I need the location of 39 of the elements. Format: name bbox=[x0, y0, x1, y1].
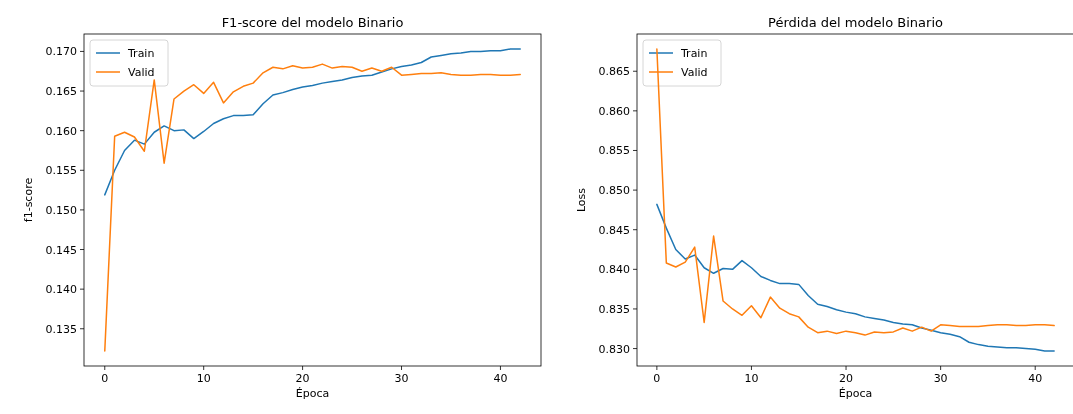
y-tick-label: 0.155 bbox=[45, 164, 77, 178]
y-tick-label: 0.830 bbox=[598, 342, 630, 356]
line-series bbox=[656, 203, 1055, 352]
legend-label: Train bbox=[127, 47, 155, 60]
x-axis-title: Época bbox=[838, 387, 873, 400]
x-tick-label: 20 bbox=[295, 372, 310, 385]
chart-title: Pérdida del modelo Binario bbox=[768, 15, 943, 30]
x-tick-label: 0 bbox=[653, 372, 661, 385]
x-tick-label: 40 bbox=[1028, 372, 1043, 385]
y-tick-label: 0.160 bbox=[45, 124, 77, 138]
legend-label: Valid bbox=[681, 66, 708, 79]
y-tick-label: 0.840 bbox=[598, 263, 630, 277]
line-series bbox=[104, 48, 521, 196]
y-tick-label: 0.150 bbox=[45, 203, 77, 217]
y-tick-label: 0.865 bbox=[598, 65, 630, 79]
y-tick-label: 0.140 bbox=[45, 283, 77, 297]
y-axis-title: Loss bbox=[575, 187, 588, 213]
y-axis-title: f1-score bbox=[22, 177, 35, 223]
legend-label: Valid bbox=[128, 66, 155, 79]
y-tick-label: 0.145 bbox=[45, 243, 77, 257]
x-tick-label: 20 bbox=[839, 372, 854, 385]
y-tick-label: 0.855 bbox=[598, 144, 630, 158]
y-tick-label: 0.135 bbox=[45, 322, 77, 336]
x-tick-label: 30 bbox=[394, 372, 409, 385]
y-tick-label: 0.845 bbox=[598, 223, 630, 237]
legend-label: Train bbox=[680, 47, 708, 60]
x-tick-label: 10 bbox=[744, 372, 759, 385]
y-tick-label: 0.170 bbox=[45, 45, 77, 59]
x-tick-label: 40 bbox=[493, 372, 508, 385]
y-tick-label: 0.860 bbox=[598, 104, 630, 118]
y-tick-label: 0.835 bbox=[598, 302, 630, 316]
chart-title: F1-score del modelo Binario bbox=[221, 15, 404, 30]
x-tick-label: 0 bbox=[101, 372, 109, 385]
line-series bbox=[104, 63, 521, 352]
y-tick-label: 0.165 bbox=[45, 85, 77, 99]
x-tick-label: 10 bbox=[196, 372, 211, 385]
y-tick-label: 0.850 bbox=[598, 184, 630, 198]
x-tick-label: 30 bbox=[933, 372, 948, 385]
x-axis-title: Época bbox=[295, 387, 330, 400]
